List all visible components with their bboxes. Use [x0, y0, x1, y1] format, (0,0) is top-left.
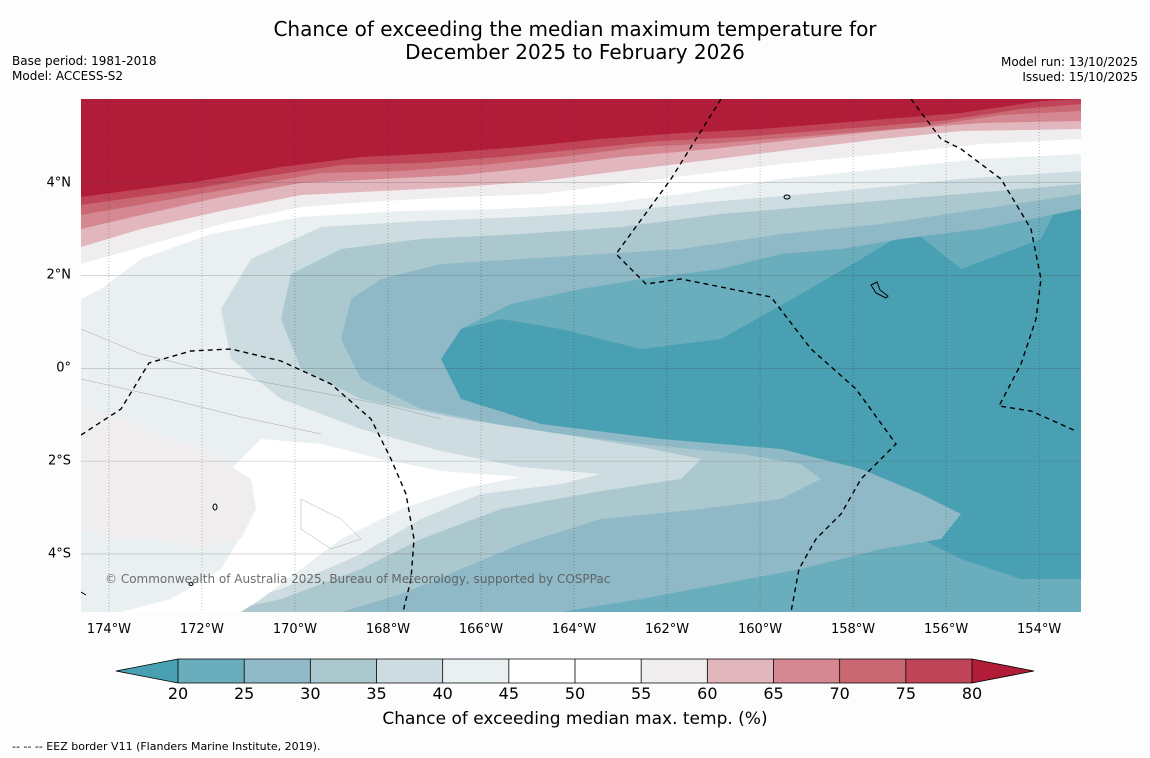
base-period-info: Base period: 1981-2018 Model: ACCESS-S2: [12, 54, 157, 84]
forecast-map: © Commonwealth of Australia 2025, Bureau…: [81, 99, 1081, 612]
contour-band-over-80: [81, 99, 1081, 197]
contour-band-45-55: [81, 99, 1081, 612]
lon-label: 162°W: [644, 622, 690, 637]
colorbar-cell: [508, 659, 576, 683]
lon-label: 172°W: [179, 622, 225, 637]
colorbar-cell: [641, 659, 708, 683]
lon-label: 160°W: [737, 622, 783, 637]
colorbar-tick-label: 20: [167, 684, 189, 703]
colorbar-tick-label: 75: [895, 684, 917, 703]
colorbar-cell: [178, 659, 245, 683]
chart-title: Chance of exceeding the median maximum t…: [0, 18, 1150, 64]
lat-label: 4°S: [47, 546, 71, 562]
colorbar-tick-label: 50: [564, 684, 586, 703]
colorbar-tick-label: 25: [233, 684, 255, 703]
lat-label: 2°S: [47, 453, 71, 469]
lon-label: 166°W: [458, 622, 504, 637]
islands: [81, 194, 889, 596]
colorbar-tick-label: 65: [763, 684, 784, 703]
colorbar-tick-label: 45: [498, 684, 520, 703]
eez-footnote: -- -- -- EEZ border V11 (Flanders Marine…: [12, 740, 321, 753]
model-name: Model: ACCESS-S2: [12, 69, 124, 83]
colorbar-label: Chance of exceeding median max. temp. (%…: [382, 709, 768, 729]
colorbar-tick-label: 70: [829, 684, 850, 703]
colorbar: [115, 658, 1035, 684]
lon-label: 168°W: [365, 622, 411, 637]
colorbar-tick-label: 35: [366, 684, 387, 703]
lon-label: 164°W: [551, 622, 597, 637]
colorbar-tick-label: 80: [961, 684, 983, 703]
contour-lines: [81, 328, 442, 550]
lat-label: 0°: [56, 360, 71, 376]
model-run-info: Model run: 13/10/2025 Issued: 15/10/2025: [1001, 55, 1138, 85]
colorbar-over-arrow: [972, 659, 1034, 683]
graticule: [81, 99, 1081, 612]
contour-band-55-60-south: [81, 404, 256, 549]
lon-label: 158°W: [830, 622, 876, 637]
lon-label: 170°W: [272, 622, 318, 637]
colorbar-cell: [376, 659, 444, 683]
colorbar-outline: [115, 658, 1035, 684]
colorbar-tick-label: 30: [300, 684, 321, 703]
colorbar-cell: [310, 659, 377, 683]
colorbar-tick-label: 55: [630, 684, 652, 703]
copyright-text: © Commonwealth of Australia 2025, Bureau…: [105, 572, 610, 586]
colorbar-cell: [773, 659, 841, 683]
base-period: Base period: 1981-2018: [12, 54, 157, 68]
colorbar-tick-label: 60: [697, 684, 718, 703]
colorbar-cell: [442, 659, 510, 683]
lon-label: 154°W: [1017, 622, 1062, 637]
lat-label: 2°N: [46, 267, 72, 283]
eez-borders: [81, 99, 1077, 612]
lat-label: 4°N: [46, 175, 72, 191]
model-run-date: Model run: 13/10/2025: [1000, 55, 1138, 69]
issued-date: Issued: 15/10/2025: [1022, 70, 1138, 84]
colorbar-cell: [905, 659, 973, 683]
lon-label: 174°W: [86, 622, 131, 637]
colorbar-cell: [244, 659, 311, 683]
colorbar-under-arrow: [116, 659, 178, 683]
colorbar-tick-label: 40: [432, 684, 453, 703]
title-line-2: December 2025 to February 2026: [405, 40, 745, 64]
lon-label: 156°W: [924, 622, 969, 637]
colorbar-cell: [575, 659, 642, 683]
colorbar-cell: [707, 659, 774, 683]
colorbar-cell: [839, 659, 907, 683]
title-line-1: Chance of exceeding the median maximum t…: [273, 17, 877, 41]
